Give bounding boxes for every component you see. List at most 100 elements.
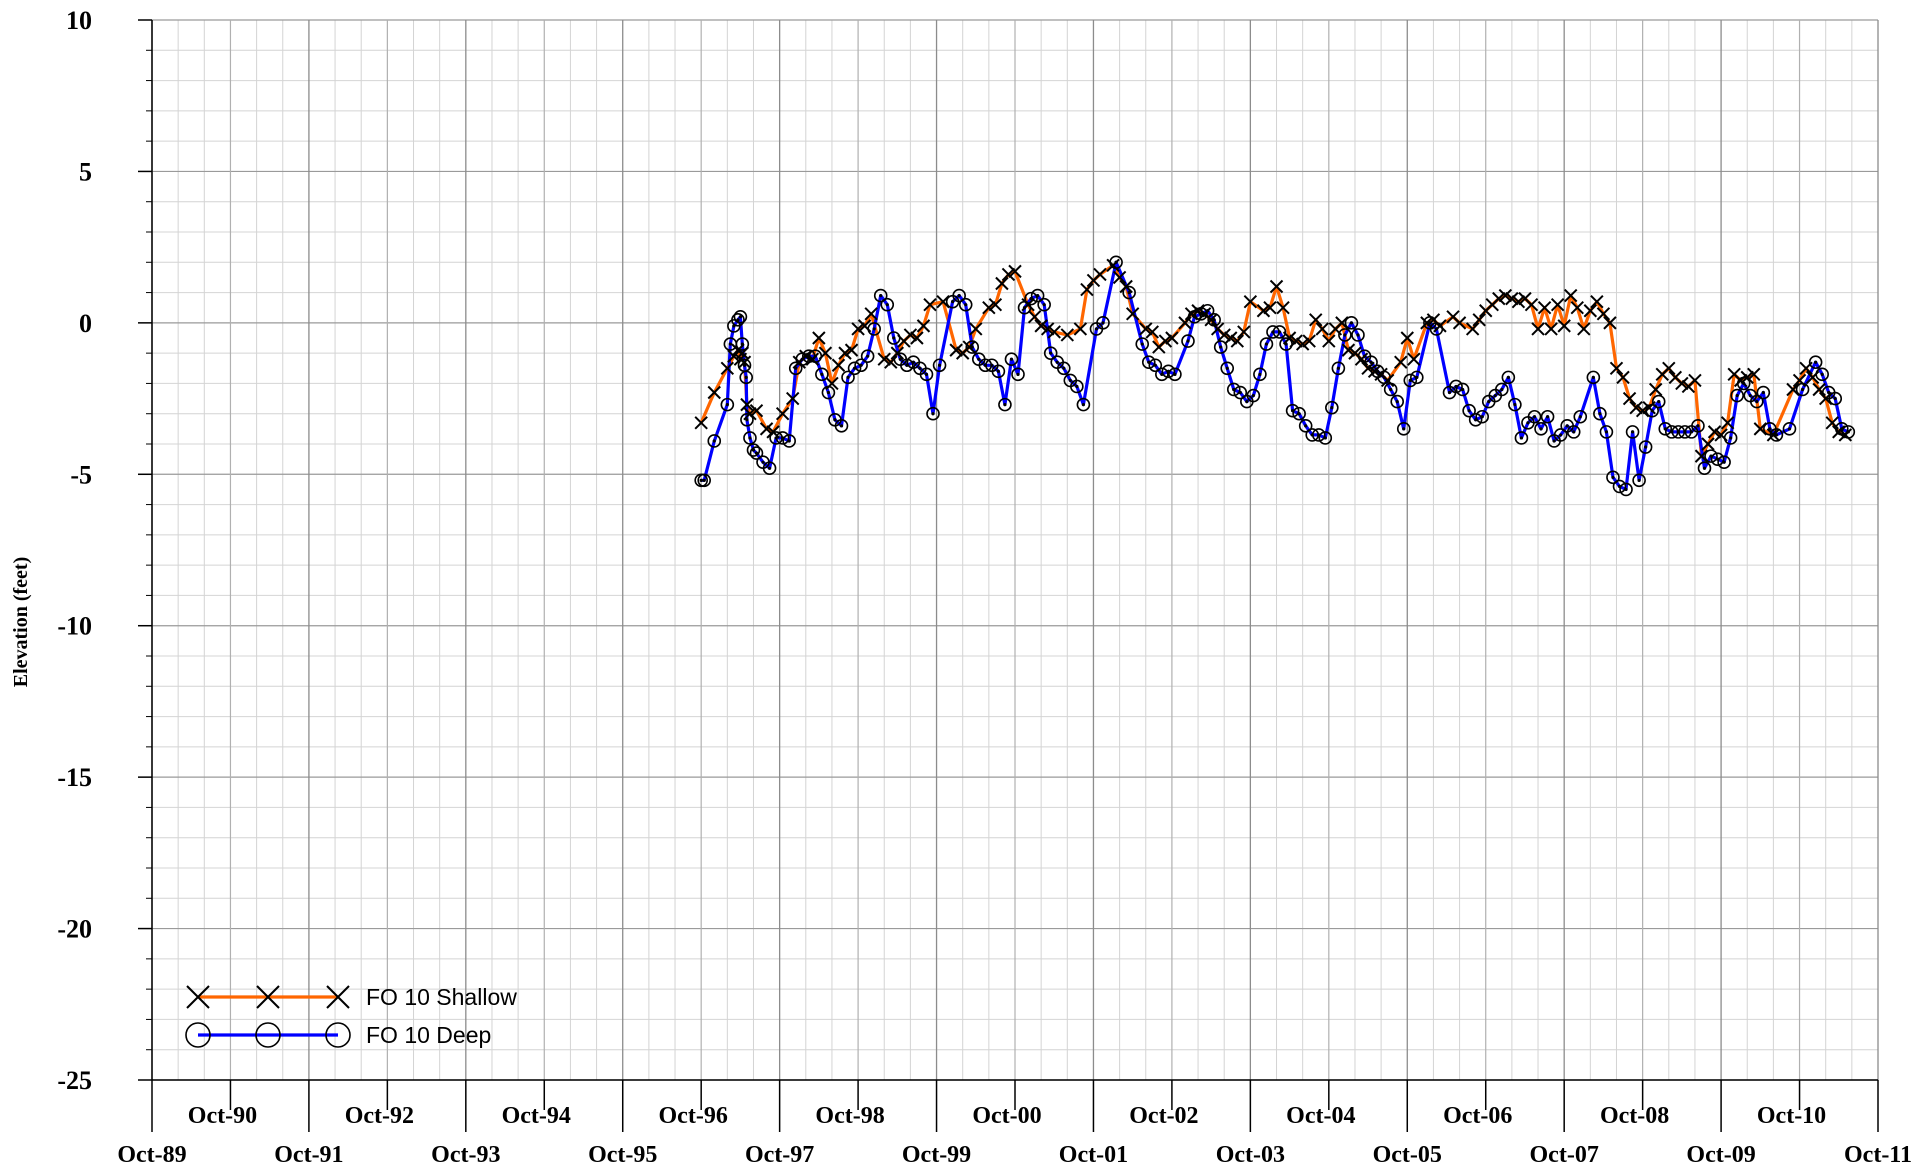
- point-fo-10-shallow: [1472, 313, 1486, 327]
- marker-o-dot: [702, 478, 706, 482]
- marker-o-dot: [1742, 381, 1746, 386]
- marker-o-ring: [1410, 370, 1424, 385]
- marker-o-dot: [1500, 387, 1504, 392]
- marker-o-dot: [1559, 433, 1563, 437]
- point-fo-10-shallow: [1295, 337, 1310, 351]
- point-fo-10-deep: [1325, 400, 1339, 415]
- major-gridlines: [151, 19, 1879, 1081]
- marker-x-stroke: [737, 355, 752, 369]
- legend-marker-x: [256, 985, 280, 1009]
- point-fo-10-shallow: [877, 352, 891, 366]
- marker-x-stroke: [851, 322, 865, 336]
- point-fo-10-shallow: [786, 391, 800, 406]
- marker-o-dot: [1650, 409, 1654, 413]
- marker-o-dot: [1349, 321, 1354, 325]
- marker-x-stroke: [1204, 313, 1218, 327]
- point-fo-10-deep: [1043, 346, 1058, 360]
- x-tick-label-upper: Oct-98: [815, 1103, 884, 1129]
- point-fo-10-deep: [743, 431, 757, 445]
- point-fo-10-shallow: [910, 331, 924, 345]
- point-fo-10-shallow: [1557, 319, 1571, 333]
- marker-o-ring: [834, 419, 849, 433]
- point-fo-10-shallow: [1649, 382, 1663, 397]
- point-fo-10-shallow: [969, 322, 983, 336]
- marker-o-ring: [1213, 340, 1228, 354]
- marker-o-dot: [787, 439, 791, 443]
- marker-o-dot: [879, 294, 883, 298]
- point-fo-10-deep: [749, 446, 764, 460]
- marker-o-dot: [977, 357, 981, 361]
- marker-o-dot: [1055, 360, 1059, 364]
- marker-o-dot: [1480, 415, 1484, 419]
- point-fo-10-deep: [1625, 425, 1640, 439]
- point-fo-10-deep: [1749, 394, 1764, 409]
- point-fo-10-shallow: [1747, 367, 1761, 382]
- marker-x-stroke: [775, 407, 790, 421]
- point-fo-10-deep: [1396, 422, 1411, 436]
- marker-o-ring: [880, 297, 895, 312]
- marker-o-dot: [1565, 424, 1569, 428]
- marker-x-stroke: [326, 985, 350, 1009]
- point-fo-10-deep: [1606, 470, 1620, 485]
- marker-o-dot: [996, 369, 1000, 373]
- point-fo-10-deep: [1253, 367, 1267, 382]
- marker-o-ring: [808, 349, 823, 363]
- marker-x-stroke: [1747, 367, 1761, 382]
- marker-o-dot: [1696, 424, 1700, 428]
- marker-o-ring: [1181, 334, 1195, 348]
- point-fo-10-deep: [697, 473, 711, 488]
- x-tick-label-upper: Oct-96: [659, 1103, 728, 1129]
- marker-x-stroke: [1792, 373, 1807, 388]
- marker-x-stroke: [1557, 319, 1571, 333]
- marker-o-ring: [1024, 291, 1038, 306]
- x-tick-label-upper: Oct-10: [1757, 1103, 1826, 1129]
- point-fo-10-deep: [1331, 361, 1346, 376]
- point-fo-10-deep: [821, 385, 836, 400]
- point-fo-10-deep: [788, 361, 803, 376]
- marker-o-dot: [1657, 400, 1661, 404]
- marker-o-dot: [1506, 375, 1510, 379]
- marker-x-stroke: [1531, 322, 1545, 336]
- x-tick-label-lower: Oct-07: [1530, 1142, 1599, 1168]
- point-fo-10-shallow: [1452, 316, 1467, 330]
- marker-o-ring: [1351, 328, 1365, 342]
- point-fo-10-deep: [991, 364, 1006, 379]
- marker-o-ring: [1566, 425, 1581, 439]
- marker-o-dot: [1009, 357, 1014, 361]
- marker-x-stroke: [694, 416, 708, 430]
- marker-o-ring: [1828, 391, 1843, 406]
- marker-x-stroke: [1158, 334, 1173, 348]
- marker-o-dot: [1755, 400, 1759, 404]
- marker-o-dot: [767, 466, 772, 470]
- point-fo-10-shallow: [1315, 322, 1329, 336]
- marker-x-stroke: [1145, 325, 1160, 339]
- marker-o-ring: [795, 352, 810, 367]
- marker-o-dot: [736, 318, 740, 322]
- point-fo-10-shallow: [1531, 322, 1545, 336]
- marker-x-stroke: [749, 403, 764, 418]
- point-fo-10-deep: [1540, 409, 1555, 424]
- marker-x-stroke: [1720, 416, 1735, 430]
- point-fo-10-deep: [1795, 382, 1810, 397]
- point-fo-10-deep: [1181, 334, 1195, 348]
- marker-x-stroke: [1008, 264, 1022, 279]
- x-tick-label-upper: Oct-02: [1129, 1103, 1198, 1129]
- x-tick-label-lower: Oct-89: [117, 1142, 186, 1168]
- marker-o-dot: [1467, 409, 1471, 413]
- point-fo-10-shallow: [1027, 310, 1042, 324]
- y-axis-label: Elevation (feet): [10, 557, 32, 688]
- marker-x-stroke: [1080, 282, 1094, 297]
- marker-x-stroke: [1753, 422, 1768, 436]
- marker-o-dot: [1042, 303, 1046, 307]
- marker-o-dot: [1572, 430, 1576, 434]
- point-fo-10-deep: [880, 297, 895, 312]
- x-tick-label-lower: Oct-11: [1844, 1142, 1912, 1168]
- marker-o-dot: [1036, 294, 1040, 298]
- marker-o-ring: [762, 461, 777, 476]
- point-fo-10-shallow: [1158, 334, 1173, 348]
- marker-o-ring: [1148, 358, 1163, 373]
- marker-x-stroke: [1694, 449, 1709, 463]
- point-fo-10-deep: [1338, 328, 1352, 342]
- point-fo-10-deep: [1233, 385, 1248, 400]
